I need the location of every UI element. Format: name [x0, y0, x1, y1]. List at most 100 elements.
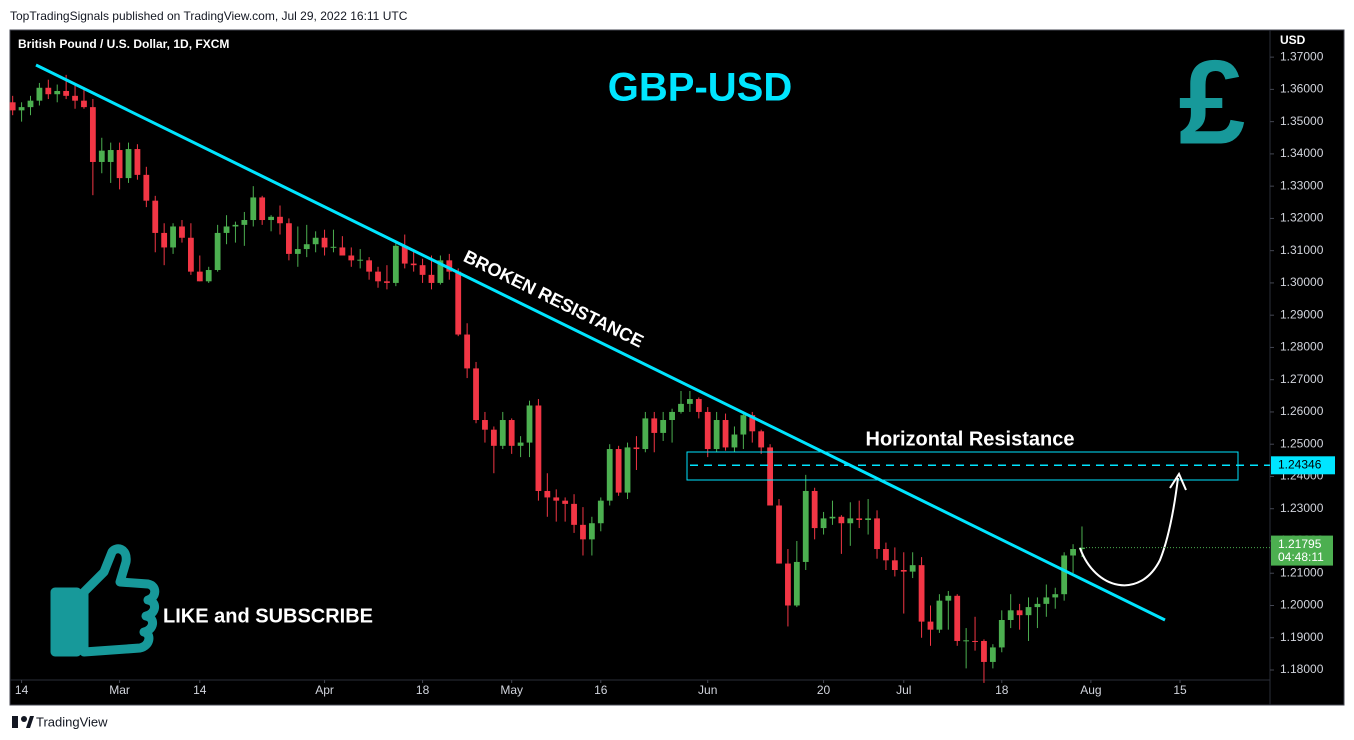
candle-body — [633, 447, 640, 450]
candle-body — [54, 90, 61, 95]
candle-body — [170, 226, 176, 248]
y-tick-label: 1.29000 — [1280, 307, 1324, 321]
pound-icon: £ — [1179, 36, 1246, 170]
y-tick-label: 1.31000 — [1280, 243, 1324, 257]
y-tick-label: 1.21000 — [1280, 565, 1324, 579]
y-tick-label: 1.27000 — [1280, 372, 1324, 386]
candle-body — [446, 260, 453, 272]
candle-body — [651, 418, 658, 433]
candle-body — [660, 420, 667, 433]
candle-body — [268, 216, 274, 221]
x-tick-label: 18 — [416, 683, 430, 697]
candle-body — [1007, 610, 1014, 621]
candle-body — [508, 420, 515, 446]
x-tick-label: 15 — [1173, 683, 1187, 697]
candle-body — [900, 570, 907, 572]
plot-layer — [9, 74, 1085, 683]
x-tick-label: Apr — [315, 683, 334, 697]
candle-body — [571, 503, 577, 525]
candle-body — [829, 516, 836, 519]
candle-body — [785, 563, 791, 606]
candle-body — [1016, 610, 1023, 616]
x-tick-label: 16 — [594, 683, 608, 697]
y-tick-label: 1.36000 — [1280, 82, 1324, 96]
candle-body — [473, 368, 479, 421]
candle-body — [1052, 594, 1059, 598]
candle-body — [410, 263, 417, 266]
thumb-icon — [50, 544, 160, 657]
candle-body — [490, 429, 497, 446]
candle-body — [1061, 555, 1068, 595]
candle-body — [981, 640, 987, 662]
candle-body — [847, 518, 854, 524]
chart-title: GBP-USD — [608, 66, 792, 110]
footer-logo — [12, 716, 34, 728]
candle-body — [678, 403, 684, 412]
candle-body — [758, 431, 765, 448]
candle-body — [713, 420, 720, 450]
candle-body — [357, 259, 364, 261]
x-tick-label: May — [500, 683, 523, 697]
candle-body — [36, 87, 43, 101]
candle-body — [624, 447, 631, 493]
candle-body — [161, 232, 168, 248]
candle-body — [731, 434, 738, 448]
y-tick-label: 1.30000 — [1280, 275, 1324, 289]
y-tick-label: 1.25000 — [1280, 436, 1324, 450]
candle-body — [1070, 549, 1076, 556]
candle-body — [18, 107, 25, 111]
candle-body — [722, 420, 729, 448]
y-axis-label: USD — [1280, 33, 1306, 47]
candle-body — [63, 90, 70, 96]
candle-body — [927, 621, 934, 630]
candle-body — [241, 220, 248, 225]
candle-body — [963, 640, 970, 642]
candle-body — [945, 595, 952, 601]
candle-body — [588, 523, 595, 540]
candle-body — [27, 100, 34, 108]
candle-body — [303, 244, 310, 250]
candle-body — [259, 197, 266, 221]
x-tick-label: Jul — [896, 683, 911, 697]
candle-body — [1043, 597, 1050, 604]
candle-body — [909, 565, 916, 572]
y-tick-label: 1.33000 — [1280, 178, 1324, 192]
symbol-subtitle: British Pound / U.S. Dollar, 1D, FXCM — [18, 37, 229, 51]
last-price-box — [1271, 535, 1333, 566]
candle-body — [134, 149, 141, 175]
candle-body — [419, 265, 426, 275]
candle-body — [223, 226, 230, 233]
candle-body — [152, 200, 159, 233]
publish-header: TopTradingSignals published on TradingVi… — [10, 9, 408, 23]
y-tick-label: 1.26000 — [1280, 404, 1324, 418]
candle-body — [375, 271, 381, 282]
candle-body — [89, 107, 96, 162]
candle-body — [482, 420, 488, 430]
candle-body — [179, 226, 185, 238]
candle-body — [250, 197, 257, 221]
candle-body — [811, 490, 818, 529]
logo-mark — [12, 716, 18, 728]
resistance-price-box — [1271, 456, 1335, 475]
thumb-cuff — [50, 587, 82, 657]
x-tick-label: Jun — [698, 683, 717, 697]
candle-body — [81, 100, 87, 108]
candle-body — [517, 442, 524, 446]
x-tick-label: Mar — [109, 683, 130, 697]
candle-body — [9, 102, 16, 111]
y-tick-label: 1.20000 — [1280, 598, 1324, 612]
candle-body — [392, 245, 399, 283]
candle-body — [597, 500, 604, 524]
candle-body — [312, 237, 319, 245]
candle-body — [856, 518, 863, 521]
candle-body — [553, 497, 560, 501]
thumb-hand — [79, 544, 160, 657]
candle-body — [1034, 603, 1041, 608]
logo-slash — [26, 716, 34, 728]
candle-body — [562, 500, 569, 504]
countdown-label: 04:48:11 — [1278, 550, 1324, 564]
candle-body — [767, 447, 773, 506]
candle-body — [277, 216, 283, 224]
candle-body — [437, 260, 444, 283]
